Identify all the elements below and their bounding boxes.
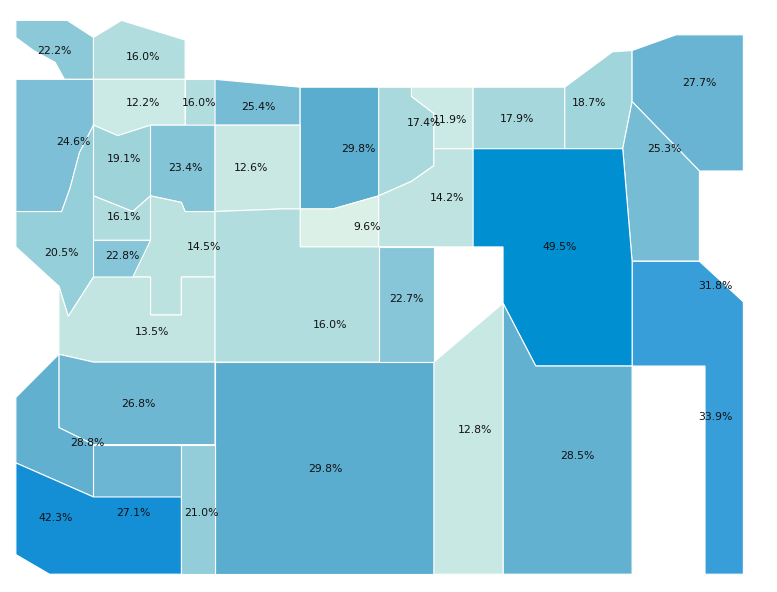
Text: 16.1%: 16.1% [107, 212, 141, 222]
Text: 24.6%: 24.6% [56, 137, 90, 147]
Polygon shape [411, 87, 473, 149]
Polygon shape [93, 79, 185, 136]
Text: 27.7%: 27.7% [682, 78, 716, 88]
Polygon shape [93, 240, 151, 277]
Text: 29.8%: 29.8% [341, 144, 375, 154]
Text: 23.4%: 23.4% [168, 163, 202, 173]
Polygon shape [59, 354, 215, 445]
Text: 12.8%: 12.8% [458, 425, 492, 435]
Polygon shape [16, 125, 151, 316]
Polygon shape [93, 21, 185, 79]
Polygon shape [16, 354, 181, 497]
Text: 22.2%: 22.2% [37, 46, 71, 56]
Polygon shape [378, 247, 434, 362]
Polygon shape [59, 277, 215, 362]
Polygon shape [632, 35, 744, 171]
Polygon shape [215, 125, 300, 211]
Polygon shape [503, 303, 632, 574]
Text: 42.3%: 42.3% [39, 513, 73, 523]
Text: 28.8%: 28.8% [70, 438, 104, 448]
Polygon shape [565, 50, 632, 149]
Text: 22.8%: 22.8% [105, 251, 140, 261]
Polygon shape [632, 261, 744, 574]
Text: 28.5%: 28.5% [561, 451, 595, 461]
Polygon shape [300, 87, 434, 209]
Text: 9.6%: 9.6% [354, 222, 382, 232]
Text: 21.0%: 21.0% [184, 508, 218, 517]
Text: 14.2%: 14.2% [430, 194, 464, 204]
Text: 20.5%: 20.5% [44, 249, 79, 259]
Polygon shape [378, 87, 434, 196]
Polygon shape [473, 149, 632, 366]
Polygon shape [151, 125, 215, 211]
Text: 14.5%: 14.5% [186, 242, 221, 252]
Text: 25.4%: 25.4% [241, 102, 275, 112]
Text: 18.7%: 18.7% [572, 98, 606, 108]
Polygon shape [434, 303, 503, 574]
Text: 12.2%: 12.2% [126, 98, 160, 108]
Text: 29.8%: 29.8% [308, 465, 343, 474]
Text: 49.5%: 49.5% [542, 242, 577, 252]
Polygon shape [215, 362, 434, 574]
Text: 17.9%: 17.9% [500, 114, 535, 124]
Text: 16.0%: 16.0% [313, 320, 347, 330]
Polygon shape [93, 196, 151, 240]
Polygon shape [622, 102, 699, 261]
Text: 22.7%: 22.7% [389, 294, 424, 304]
Polygon shape [16, 463, 181, 574]
Polygon shape [16, 21, 93, 79]
Polygon shape [473, 87, 565, 183]
Text: 33.9%: 33.9% [698, 412, 733, 422]
Polygon shape [93, 125, 151, 211]
Text: 19.1%: 19.1% [107, 154, 141, 164]
Text: 11.9%: 11.9% [433, 115, 467, 125]
Text: 31.8%: 31.8% [698, 281, 733, 291]
Polygon shape [93, 445, 181, 574]
Text: 27.1%: 27.1% [117, 508, 151, 517]
Polygon shape [215, 79, 300, 125]
Polygon shape [215, 209, 434, 362]
Text: 16.0%: 16.0% [182, 98, 217, 108]
Text: 17.4%: 17.4% [406, 118, 441, 127]
Polygon shape [181, 445, 215, 574]
Text: 25.3%: 25.3% [648, 144, 682, 154]
Text: 26.8%: 26.8% [121, 399, 155, 409]
Polygon shape [133, 196, 215, 315]
Polygon shape [185, 79, 215, 125]
Polygon shape [632, 261, 744, 574]
Polygon shape [16, 79, 93, 211]
Text: 12.6%: 12.6% [233, 163, 268, 173]
Polygon shape [378, 149, 536, 247]
Text: 13.5%: 13.5% [135, 327, 169, 337]
Polygon shape [300, 166, 434, 247]
Text: 16.0%: 16.0% [126, 52, 160, 62]
